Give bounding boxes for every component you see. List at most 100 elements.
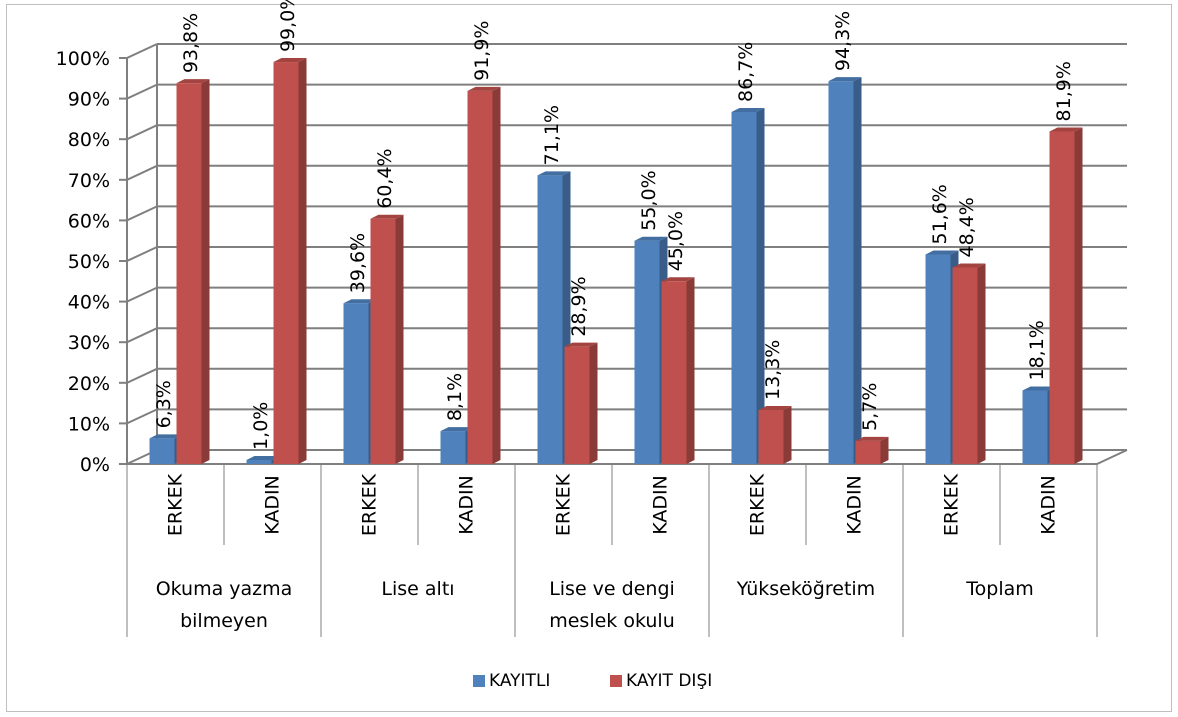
legend-swatch [473, 675, 485, 687]
bar-kayit-dişi [1049, 131, 1075, 464]
bar-top [273, 58, 307, 63]
bar-kayitli [149, 438, 175, 464]
x-sublabel: KADIN [456, 475, 478, 535]
data-label: 5,7% [859, 383, 881, 431]
data-label: 8,1% [444, 373, 466, 421]
bar-top [1022, 386, 1056, 391]
bar-kayitli [343, 303, 369, 464]
x-group-label: Okuma yazma [156, 578, 293, 600]
y-tick-label: 0% [80, 454, 110, 476]
data-label: 99,0% [277, 0, 299, 52]
y-tick-label: 90% [68, 89, 110, 111]
data-label: 28,9% [568, 276, 590, 336]
bar-top [758, 406, 792, 411]
y-tick-label: 60% [68, 210, 110, 232]
floor-right-edge [1096, 449, 1128, 465]
bar-top [1049, 127, 1083, 132]
bar-kayitli [634, 240, 660, 464]
data-label: 51,6% [929, 184, 951, 244]
data-label: 81,9% [1053, 61, 1075, 121]
bar-kayitli [1022, 390, 1048, 464]
bar-side [201, 79, 210, 464]
bar-top [246, 455, 280, 460]
bar-top [467, 86, 501, 91]
x-sublabel: ERKEK [165, 473, 187, 536]
data-label: 55,0% [638, 170, 660, 230]
data-label: 18,1% [1026, 320, 1048, 380]
bar-kayitli [925, 254, 951, 464]
bar-top [855, 436, 889, 441]
bar-side [686, 277, 695, 464]
side-wall-gridline [126, 327, 158, 344]
bar-kayit-dişi [564, 346, 590, 464]
side-wall-gridline [126, 408, 158, 425]
bar-side [395, 214, 404, 464]
side-wall-gridline [126, 286, 158, 303]
bar-top [176, 79, 210, 84]
x-group-label: Lise ve dengi [549, 578, 675, 600]
data-label: 93,8% [180, 13, 202, 73]
bar-kayitli [731, 111, 757, 465]
data-label: 60,4% [374, 148, 396, 208]
bar-side [977, 263, 986, 464]
bar-side [853, 77, 862, 464]
bar-side [1074, 127, 1083, 465]
side-wall-gridline [126, 83, 158, 100]
bar-side [492, 86, 501, 465]
x-sublabel: ERKEK [747, 473, 769, 536]
x-sublabel: KADIN [262, 475, 284, 535]
x-group-label: bilmeyen [180, 610, 268, 632]
y-tick-label: 20% [68, 373, 110, 395]
side-wall-gridline [126, 164, 158, 181]
side-wall-gridline [126, 43, 158, 59]
bar-kayit-dişi [176, 83, 202, 464]
y-tick-label: 100% [56, 48, 110, 70]
bar-side [756, 107, 765, 465]
bar-kayit-dişi [855, 440, 881, 464]
bar-top [343, 299, 377, 304]
x-sublabel: ERKEK [553, 473, 575, 536]
y-tick-label: 30% [68, 332, 110, 354]
side-wall-gridline [126, 367, 158, 384]
x-sublabel: KADIN [844, 475, 866, 535]
side-wall-gridline [126, 124, 158, 141]
bar-kayitli [246, 459, 272, 464]
data-label: 39,6% [347, 233, 369, 293]
x-sublabel: ERKEK [941, 473, 963, 536]
bar-kayit-dişi [370, 218, 396, 464]
bar-kayit-dişi [467, 90, 493, 465]
data-label: 1,0% [250, 402, 272, 450]
legend-swatch [610, 675, 622, 687]
bar-top [952, 263, 986, 268]
y-tick-label: 80% [68, 129, 110, 151]
x-sublabel: KADIN [650, 475, 672, 535]
data-label: 13,3% [762, 340, 784, 400]
x-sublabel: KADIN [1038, 475, 1060, 535]
side-wall-gridline [126, 205, 158, 222]
bar-side [298, 58, 307, 465]
bar-top [564, 342, 598, 347]
data-label: 45,0% [665, 211, 687, 271]
x-sublabel: ERKEK [359, 473, 381, 536]
data-label: 6,3% [153, 380, 175, 428]
bar-top [149, 434, 183, 439]
y-tick-label: 50% [68, 251, 110, 273]
bar-top [440, 427, 474, 432]
x-group-label: meslek okulu [549, 610, 675, 632]
data-label: 71,1% [541, 105, 563, 165]
y-tick-label: 70% [68, 170, 110, 192]
bar-side [880, 436, 889, 464]
bar-side [783, 406, 792, 464]
bar-kayitli [828, 81, 854, 464]
bar-kayit-dişi [273, 62, 299, 465]
data-label: 48,4% [956, 197, 978, 257]
bar-side [589, 342, 598, 464]
bar-kayitli [537, 175, 563, 465]
x-group-label: Toplam [965, 578, 1034, 600]
x-group-label: Lise altı [381, 578, 454, 600]
data-label: 94,3% [832, 11, 854, 71]
bar-kayit-dişi [661, 281, 687, 464]
legend-label: KAYIT DIŞI [626, 671, 712, 691]
legend-label: KAYITLI [489, 671, 550, 691]
